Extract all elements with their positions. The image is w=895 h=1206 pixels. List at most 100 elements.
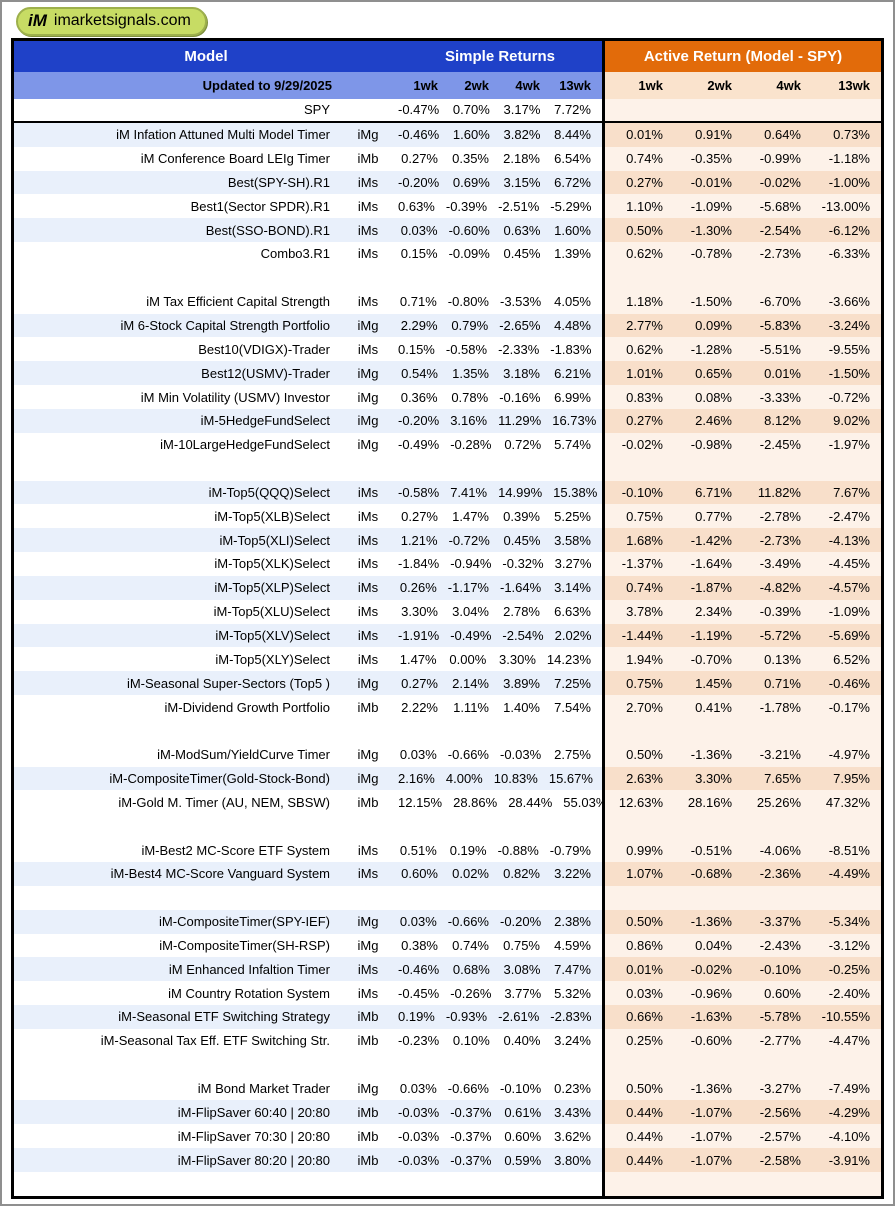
simple-return-13wk-cell: 14.23% <box>546 651 591 667</box>
active-period-1wk: 1wk <box>638 78 663 93</box>
active-return-2wk-cell: 2.34% <box>695 604 732 620</box>
simple-return-13wk-cell: 7.25% <box>554 675 591 691</box>
simple-return-13wk-cell: 2.38% <box>554 914 591 930</box>
imarketsignals-logo[interactable]: iM imarketsignals.com <box>16 7 207 36</box>
simple-return-2wk-cell: 0.70% <box>452 102 490 118</box>
simple-return-13wk-cell: 2.75% <box>554 747 591 763</box>
row-right-section <box>602 885 881 910</box>
simple-return-13wk-cell: 3.62% <box>554 1128 591 1144</box>
simple-return-2wk-cell: -0.37% <box>450 1104 492 1120</box>
simple-return-1wk-cell: 1.21% <box>400 532 438 548</box>
model-name-cell: iM 6-Stock Capital Strength Portfolio <box>120 318 330 334</box>
simple-return-4wk-cell: 3.89% <box>503 675 540 691</box>
model-name-cell: iM-10LargeHedgeFundSelect <box>160 437 330 453</box>
active-return-4wk-cell: -2.77% <box>759 1033 801 1049</box>
active-return-13wk-cell: -5.69% <box>828 627 870 643</box>
model-tag-cell: iMs <box>357 604 379 620</box>
active-return-13wk-cell: 0.73% <box>833 127 870 143</box>
simple-return-2wk-cell: 0.68% <box>452 961 490 977</box>
row-left-section: Best(SSO-BOND).R1 iMs 0.03% -0.60% 0.63%… <box>14 218 602 243</box>
table-row: iM Min Volatility (USMV) Investor iMg 0.… <box>14 385 881 409</box>
simple-return-1wk-cell: 12.15% <box>398 794 443 810</box>
table-row <box>14 265 881 290</box>
row-left-section: iM-Top5(XLI)Select iMs 1.21% -0.72% 0.45… <box>14 528 602 553</box>
row-left-section: iM 6-Stock Capital Strength Portfolio iM… <box>14 313 602 338</box>
model-tag-cell: iMg <box>357 771 379 787</box>
simple-return-1wk-cell: -1.84% <box>398 556 440 572</box>
model-tag-cell: iMg <box>357 413 379 429</box>
row-left-section <box>14 265 602 290</box>
row-left-section: iM-Dividend Growth Portfolio iMb 2.22% 1… <box>14 695 602 719</box>
simple-return-13wk-cell: 7.54% <box>554 699 591 715</box>
simple-return-4wk-cell: -0.03% <box>500 747 542 763</box>
active-return-13wk-cell: -4.13% <box>828 532 870 548</box>
active-return-13wk-cell: 6.52% <box>833 651 870 667</box>
model-tag-cell: iMs <box>357 532 379 548</box>
active-return-2wk-cell: 3.30% <box>695 771 732 787</box>
table-row: iM Conference Board LEIg Timer iMb 0.27%… <box>14 146 881 171</box>
active-return-1wk-cell: 0.01% <box>626 961 663 977</box>
simple-return-2wk-cell <box>449 457 500 481</box>
simple-return-4wk-cell: 0.45% <box>503 532 541 548</box>
active-return-1wk-cell: 0.83% <box>626 389 663 405</box>
row-left-section: iM Enhanced Infaltion Timer iMs -0.46% 0… <box>14 957 602 982</box>
simple-return-2wk-cell: 7.41% <box>450 484 488 500</box>
updated-date-label: Updated to 9/29/2025 <box>202 78 332 93</box>
active-return-1wk-cell: 0.75% <box>626 675 663 691</box>
simple-return-1wk-cell: -0.49% <box>398 437 440 453</box>
active-return-1wk-cell: -1.37% <box>621 556 663 572</box>
row-left-section: iM-10LargeHedgeFundSelect iMg -0.49% -0.… <box>14 432 602 457</box>
model-name-cell: iM-FlipSaver 80:20 | 20:80 <box>177 1152 330 1168</box>
model-name-cell: iM-Top5(XLV)Select <box>215 627 330 643</box>
simple-return-1wk-cell: 0.03% <box>400 222 438 238</box>
active-return-4wk-cell: 8.12% <box>764 413 801 429</box>
active-return-4wk-cell: 0.13% <box>764 651 801 667</box>
active-return-1wk-cell <box>605 266 674 290</box>
simple-return-1wk-cell <box>398 886 449 910</box>
active-return-2wk-cell: -0.70% <box>690 651 732 667</box>
simple-return-13wk-cell: -5.29% <box>550 198 592 214</box>
active-return-2wk-cell: 0.77% <box>695 508 732 524</box>
simple-return-13wk-cell: 6.21% <box>554 365 591 381</box>
active-return-13wk-cell: -0.17% <box>828 699 870 715</box>
active-return-13wk-cell: 7.67% <box>833 484 870 500</box>
simple-return-4wk-cell <box>500 457 551 481</box>
active-return-4wk-cell: -1.78% <box>759 699 801 715</box>
model-name-cell <box>14 1172 338 1196</box>
active-period-2wk: 2wk <box>707 78 732 93</box>
row-left-section: iM-FlipSaver 60:40 | 20:80 iMb -0.03% -0… <box>14 1100 602 1125</box>
table-row: iM-Dividend Growth Portfolio iMb 2.22% 1… <box>14 695 881 719</box>
simple-return-4wk-cell: 3.15% <box>503 174 541 190</box>
table-row: iM-Top5(XLK)Select iMs -1.84% -0.94% -0.… <box>14 552 881 576</box>
simple-return-2wk-cell <box>449 719 500 743</box>
row-left-section <box>14 814 602 839</box>
simple-return-13wk-cell: 8.44% <box>554 127 591 143</box>
model-name-cell: iM-Top5(XLU)Select <box>213 604 330 620</box>
simple-return-4wk-cell: -0.88% <box>497 842 539 858</box>
table-row: Best(SPY-SH).R1 iMs -0.20% 0.69% 3.15% 6… <box>14 170 881 195</box>
table-row: Best10(VDIGX)-Trader iMs 0.15% -0.58% -2… <box>14 337 881 362</box>
active-return-13wk-cell: -10.55% <box>821 1009 870 1025</box>
simple-return-13wk-cell: 5.74% <box>554 437 591 453</box>
simple-return-1wk-cell: 0.63% <box>398 198 435 214</box>
active-return-13wk-cell: 9.02% <box>833 413 870 429</box>
model-tag-cell <box>338 814 398 838</box>
table-row: iM-Gold M. Timer (AU, NEM, SBSW) iMb 12.… <box>14 790 881 815</box>
table-row: iM-Seasonal Super-Sectors (Top5 ) iMg 0.… <box>14 671 881 696</box>
simple-return-1wk-cell: 0.03% <box>399 914 437 930</box>
row-right-section: 1.68% -1.42% -2.73% -4.13% <box>602 528 881 553</box>
table-row: SPY -0.47% 0.70% 3.17% 7.72% <box>14 99 881 123</box>
model-name-cell: iM-Best2 MC-Score ETF System <box>141 842 330 858</box>
simple-return-1wk-cell: -0.47% <box>398 102 440 118</box>
active-return-2wk-cell <box>674 1172 743 1196</box>
simple-return-1wk-cell: 2.22% <box>401 699 438 715</box>
active-return-2wk-cell: -0.35% <box>690 151 732 167</box>
active-return-13wk-cell: -3.24% <box>828 318 870 334</box>
row-left-section: iM-Seasonal Super-Sectors (Top5 ) iMg 0.… <box>14 671 602 696</box>
simple-return-4wk-cell: 11.29% <box>498 413 542 429</box>
simple-return-4wk-cell: 3.30% <box>499 651 536 667</box>
active-return-2wk-cell: -1.09% <box>690 198 732 214</box>
model-tag-cell: iMg <box>357 318 379 334</box>
model-name-cell: iM-Seasonal Tax Eff. ETF Switching Str. <box>100 1033 330 1049</box>
row-right-section: 0.66% -1.63% -5.78% -10.55% <box>602 1005 881 1029</box>
